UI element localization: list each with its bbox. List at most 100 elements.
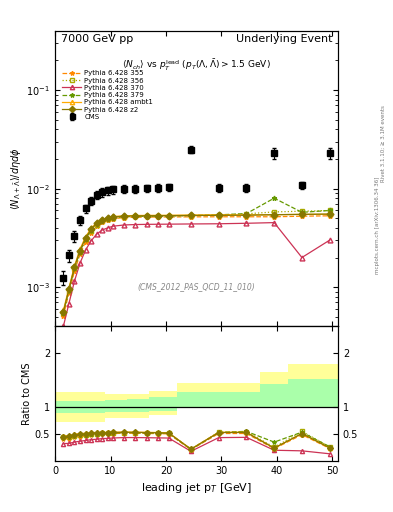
Pythia 6.428 370	[144, 221, 149, 227]
Pythia 6.428 z2	[66, 286, 71, 292]
Pythia 6.428 370	[100, 227, 105, 233]
Pythia 6.428 ambt1	[72, 263, 77, 269]
Pythia 6.428 z2	[105, 216, 110, 222]
Pythia 6.428 379	[155, 213, 160, 219]
Pythia 6.428 356	[327, 207, 332, 214]
Bar	[288, 364, 338, 404]
Bar	[94, 392, 105, 422]
Pythia 6.428 379	[89, 227, 94, 233]
Text: Underlying Event: Underlying Event	[236, 34, 332, 44]
Pythia 6.428 z2	[122, 213, 127, 219]
Text: mcplots.cern.ch [arXiv:1306.34 36]: mcplots.cern.ch [arXiv:1306.34 36]	[375, 177, 380, 274]
Pythia 6.428 379	[83, 236, 88, 242]
Pythia 6.428 379	[105, 216, 110, 222]
Pythia 6.428 370	[299, 254, 304, 261]
Text: (CMS_2012_PAS_QCD_11_010): (CMS_2012_PAS_QCD_11_010)	[138, 282, 255, 291]
Pythia 6.428 355	[122, 215, 127, 221]
Pythia 6.428 379	[144, 213, 149, 219]
Pythia 6.428 356	[272, 209, 277, 215]
Pythia 6.428 356	[166, 213, 171, 219]
Pythia 6.428 z2	[111, 214, 116, 220]
Pythia 6.428 370	[94, 231, 99, 237]
Pythia 6.428 ambt1	[89, 225, 94, 231]
Bar	[83, 392, 88, 422]
Pythia 6.428 379	[244, 210, 249, 217]
Pythia 6.428 370	[66, 301, 71, 307]
Line: Pythia 6.428 z2: Pythia 6.428 z2	[61, 211, 332, 314]
Pythia 6.428 ambt1	[189, 212, 193, 218]
Pythia 6.428 379	[133, 213, 138, 219]
Bar	[205, 383, 233, 404]
Pythia 6.428 356	[111, 215, 116, 221]
Pythia 6.428 370	[78, 260, 83, 266]
Pythia 6.428 356	[100, 218, 105, 224]
Text: $\langle N_{ch} \rangle$ vs $p_T^{\rm lead}$ ($p_T(\Lambda,\bar{\Lambda}) > 1.5$: $\langle N_{ch} \rangle$ vs $p_T^{\rm le…	[122, 57, 271, 73]
Pythia 6.428 355	[166, 214, 171, 220]
Bar	[61, 392, 66, 422]
Bar	[177, 392, 205, 407]
Pythia 6.428 ambt1	[155, 212, 160, 219]
Pythia 6.428 ambt1	[94, 220, 99, 226]
Bar	[55, 392, 61, 422]
Text: 7000 GeV pp: 7000 GeV pp	[61, 34, 133, 44]
Pythia 6.428 ambt1	[66, 285, 71, 291]
Pythia 6.428 355	[244, 214, 249, 220]
Pythia 6.428 355	[133, 214, 138, 220]
Pythia 6.428 379	[327, 207, 332, 214]
Pythia 6.428 z2	[100, 217, 105, 223]
Bar	[72, 392, 77, 422]
Bar	[66, 392, 72, 422]
Pythia 6.428 z2	[272, 211, 277, 218]
Bar	[149, 391, 177, 415]
Line: Pythia 6.428 356: Pythia 6.428 356	[61, 208, 332, 315]
Pythia 6.428 ambt1	[299, 211, 304, 218]
Pythia 6.428 370	[122, 222, 127, 228]
Pythia 6.428 370	[61, 323, 66, 329]
Pythia 6.428 355	[72, 268, 77, 274]
Line: Pythia 6.428 379: Pythia 6.428 379	[61, 196, 332, 315]
Pythia 6.428 355	[105, 217, 110, 223]
Bar	[260, 372, 288, 404]
Pythia 6.428 ambt1	[122, 212, 127, 219]
Pythia 6.428 z2	[89, 226, 94, 232]
Pythia 6.428 z2	[72, 264, 77, 270]
Pythia 6.428 z2	[244, 212, 249, 218]
Pythia 6.428 355	[61, 313, 66, 319]
Pythia 6.428 379	[61, 310, 66, 316]
Pythia 6.428 355	[299, 213, 304, 219]
Pythia 6.428 ambt1	[327, 211, 332, 217]
Pythia 6.428 ambt1	[105, 215, 110, 221]
Pythia 6.428 370	[105, 225, 110, 231]
Pythia 6.428 370	[244, 220, 249, 226]
Pythia 6.428 370	[189, 221, 193, 227]
Pythia 6.428 356	[89, 227, 94, 233]
Pythia 6.428 356	[78, 249, 83, 255]
Bar	[127, 394, 149, 418]
Pythia 6.428 356	[94, 222, 99, 228]
Pythia 6.428 356	[144, 213, 149, 219]
Pythia 6.428 355	[155, 214, 160, 220]
Y-axis label: $\langle N_{\Lambda+\bar{\Lambda}} \rangle / d\eta d\phi$: $\langle N_{\Lambda+\bar{\Lambda}} \rang…	[9, 147, 24, 210]
Pythia 6.428 z2	[83, 235, 88, 241]
Pythia 6.428 379	[100, 218, 105, 224]
Pythia 6.428 379	[66, 287, 71, 293]
Pythia 6.428 355	[94, 223, 99, 229]
Pythia 6.428 379	[189, 212, 193, 219]
Pythia 6.428 ambt1	[272, 211, 277, 218]
Pythia 6.428 370	[72, 278, 77, 284]
Pythia 6.428 z2	[61, 309, 66, 315]
Pythia 6.428 370	[83, 247, 88, 253]
Pythia 6.428 379	[272, 195, 277, 201]
Pythia 6.428 356	[61, 310, 66, 316]
Pythia 6.428 379	[122, 214, 127, 220]
Pythia 6.428 355	[144, 214, 149, 220]
Pythia 6.428 370	[327, 237, 332, 243]
Bar	[233, 392, 260, 407]
Pythia 6.428 379	[216, 212, 221, 218]
Pythia 6.428 379	[111, 215, 116, 221]
Pythia 6.428 379	[166, 212, 171, 219]
Pythia 6.428 355	[78, 251, 83, 258]
Legend: Pythia 6.428 355, Pythia 6.428 356, Pythia 6.428 370, Pythia 6.428 379, Pythia 6: Pythia 6.428 355, Pythia 6.428 356, Pyth…	[61, 70, 154, 120]
Pythia 6.428 z2	[299, 211, 304, 218]
Pythia 6.428 z2	[144, 212, 149, 219]
